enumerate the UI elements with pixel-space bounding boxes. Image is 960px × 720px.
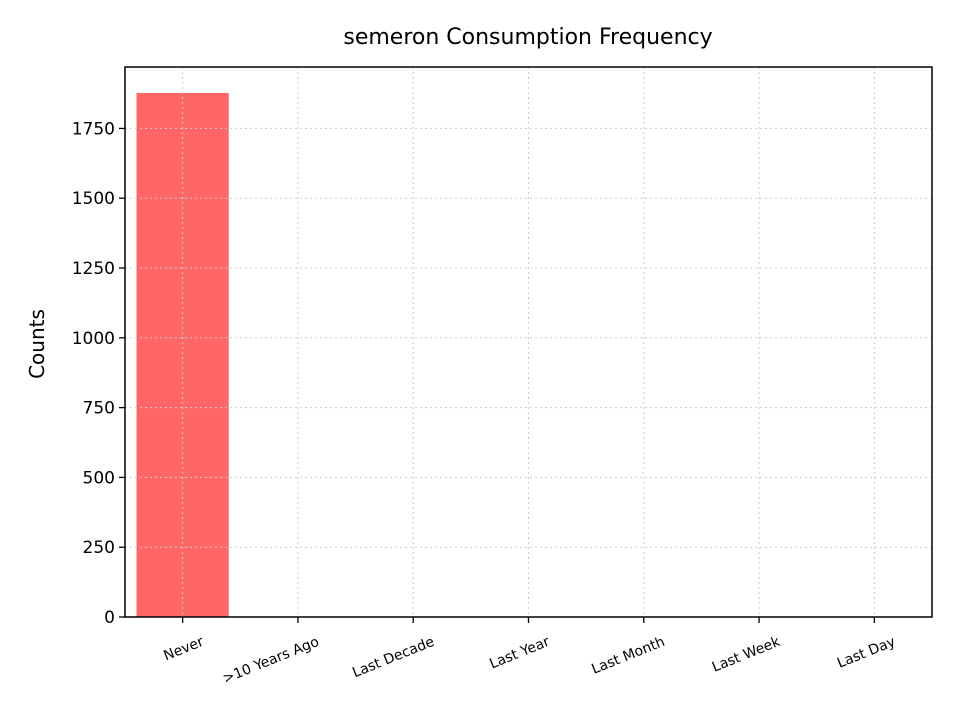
y-tick-label-3: 750 bbox=[83, 399, 115, 419]
chart-title: semeron Consumption Frequency bbox=[343, 25, 712, 50]
y-tick-label-1: 250 bbox=[83, 538, 115, 558]
grid-lines bbox=[125, 67, 932, 618]
y-tick-label-5: 1250 bbox=[72, 259, 115, 279]
y-tick-label-2: 500 bbox=[83, 468, 115, 488]
y-tick-label-0: 0 bbox=[104, 608, 115, 628]
y-axis-label: Counts bbox=[25, 309, 49, 379]
y-tick-label-4: 1000 bbox=[72, 329, 115, 349]
y-tick-labels: 0 250 500 750 1000 1250 1500 1750 bbox=[72, 119, 115, 628]
axes bbox=[119, 66, 933, 623]
bar-0 bbox=[136, 92, 229, 617]
y-tick-label-7: 1750 bbox=[72, 119, 115, 139]
bars bbox=[136, 92, 229, 617]
y-tick-label-6: 1500 bbox=[72, 189, 115, 209]
